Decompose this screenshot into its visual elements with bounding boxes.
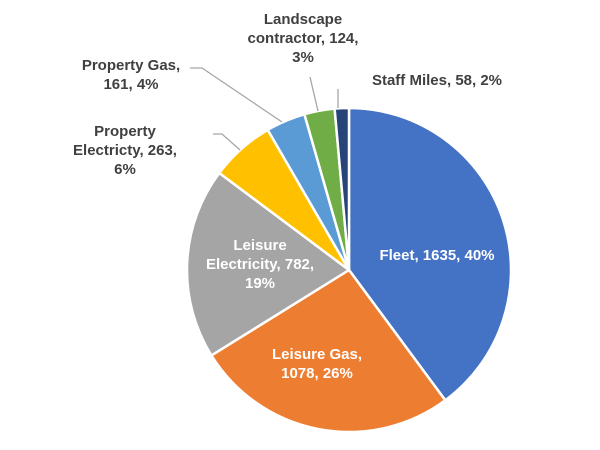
pie-slice-fleet — [347, 106, 513, 402]
pie-slice-leisure-gas — [210, 268, 447, 434]
label-line: Electricity, 782, — [205, 256, 315, 273]
data-label-fleet: Fleet, 1635, 40% — [352, 246, 522, 265]
pie-slices — [185, 106, 513, 434]
label-line: Property — [94, 123, 156, 140]
label-line: Property Gas, — [81, 57, 181, 74]
label-line: Fleet, 1635, 40% — [379, 247, 495, 264]
pie-slice-staff-miles — [333, 106, 351, 272]
leader-line-property-electricty — [213, 133, 241, 151]
label-line: 19% — [244, 275, 276, 292]
label-line: 1078, 26% — [281, 365, 353, 382]
label-line: 3% — [292, 49, 314, 66]
pie-slice-leisure-electricity — [185, 171, 351, 357]
data-label-leisure-gas: Leisure Gas, 1078, 26% — [262, 345, 372, 383]
leader-lines — [190, 67, 339, 151]
label-line: Staff Miles, 58, 2% — [371, 72, 503, 89]
label-line: 161, 4% — [103, 76, 159, 93]
data-label-landscape-contractor: Landscape contractor, 124, 3% — [228, 10, 378, 67]
data-label-property-gas: Property Gas, 161, 4% — [66, 56, 196, 94]
label-line: Leisure Gas, — [271, 346, 363, 363]
label-line: Electricty, 263, — [73, 142, 177, 159]
label-line: Landscape — [263, 11, 343, 28]
leader-line-landscape — [309, 76, 319, 112]
label-line: Leisure — [233, 237, 287, 254]
label-line: contractor, 124, — [247, 30, 359, 47]
data-label-leisure-electricity: Leisure Electricity, 782, 19% — [190, 236, 330, 293]
data-label-staff-miles: Staff Miles, 58, 2% — [352, 71, 522, 90]
leader-line-property-gas — [190, 67, 283, 123]
label-line: 6% — [114, 161, 136, 178]
data-label-property-electricty: Property Electricty, 263, 6% — [50, 122, 200, 179]
